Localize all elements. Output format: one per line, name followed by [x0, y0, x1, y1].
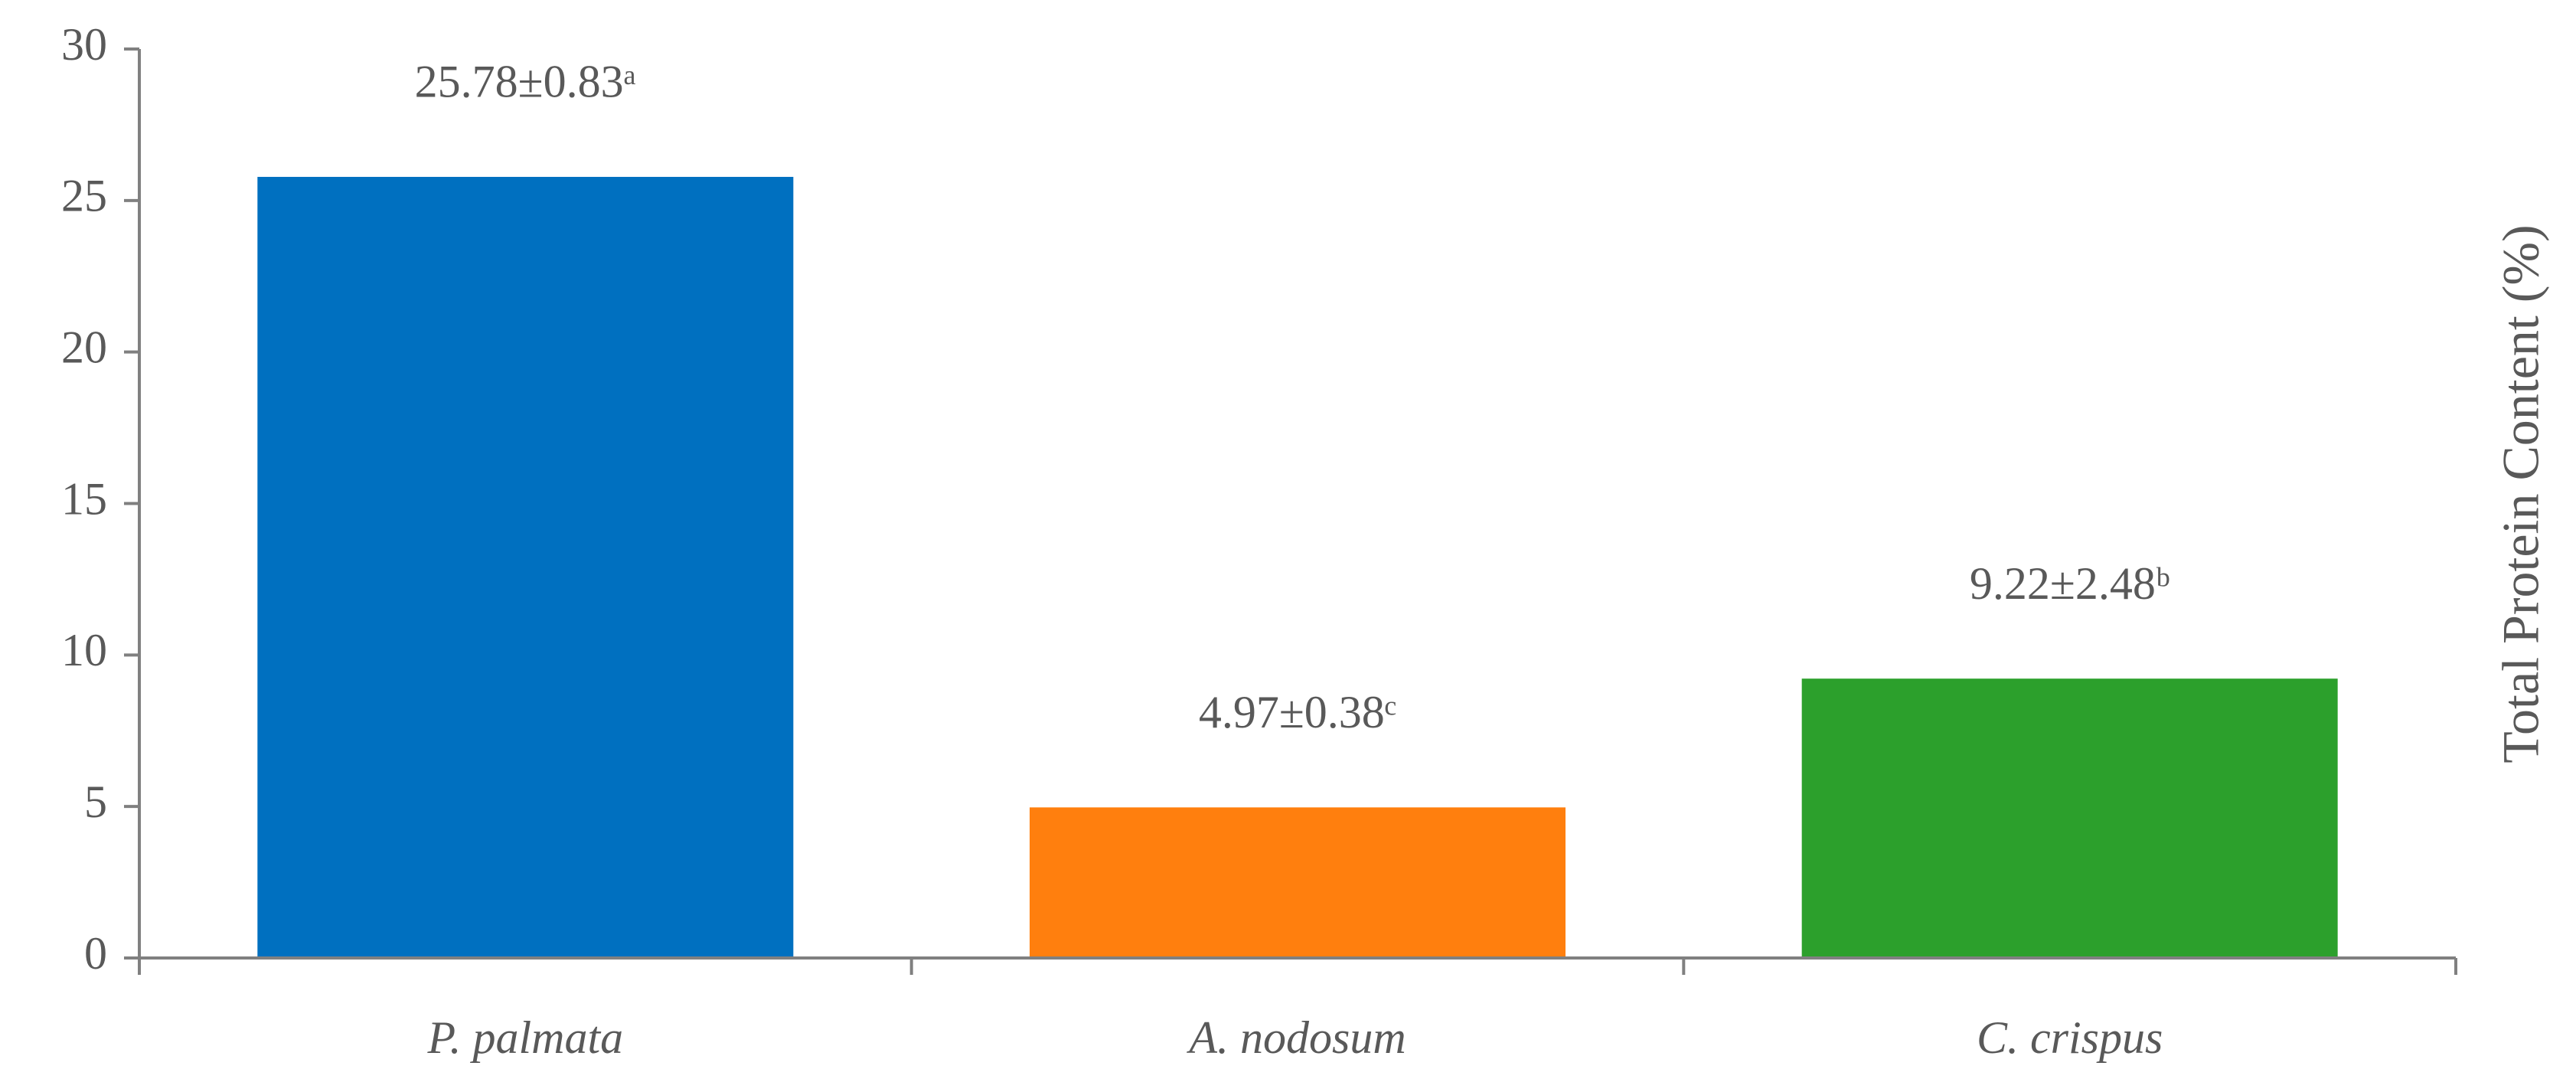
- y-tick-label: 25: [61, 171, 107, 221]
- value-label: 25.78±0.83ᵃ: [415, 57, 636, 107]
- bar: [1801, 678, 2338, 958]
- y-tick-label: 0: [84, 928, 107, 979]
- x-tick-label: P. palmata: [427, 1012, 624, 1063]
- y-tick-label: 15: [61, 473, 107, 524]
- y-axis-title: Total Protein Content (%): [2492, 224, 2550, 763]
- y-tick-label: 20: [61, 322, 107, 372]
- y-tick-label: 10: [61, 625, 107, 675]
- x-tick-label: C. crispus: [1977, 1012, 2163, 1063]
- bar: [1029, 807, 1566, 958]
- value-label: 4.97±0.38ᶜ: [1199, 687, 1396, 737]
- x-tick-label: A. nodosum: [1186, 1012, 1406, 1063]
- y-tick-label: 30: [61, 19, 107, 70]
- bar: [257, 176, 794, 959]
- value-label: 9.22±2.48ᵇ: [1970, 558, 2170, 609]
- y-tick-label: 5: [84, 776, 107, 827]
